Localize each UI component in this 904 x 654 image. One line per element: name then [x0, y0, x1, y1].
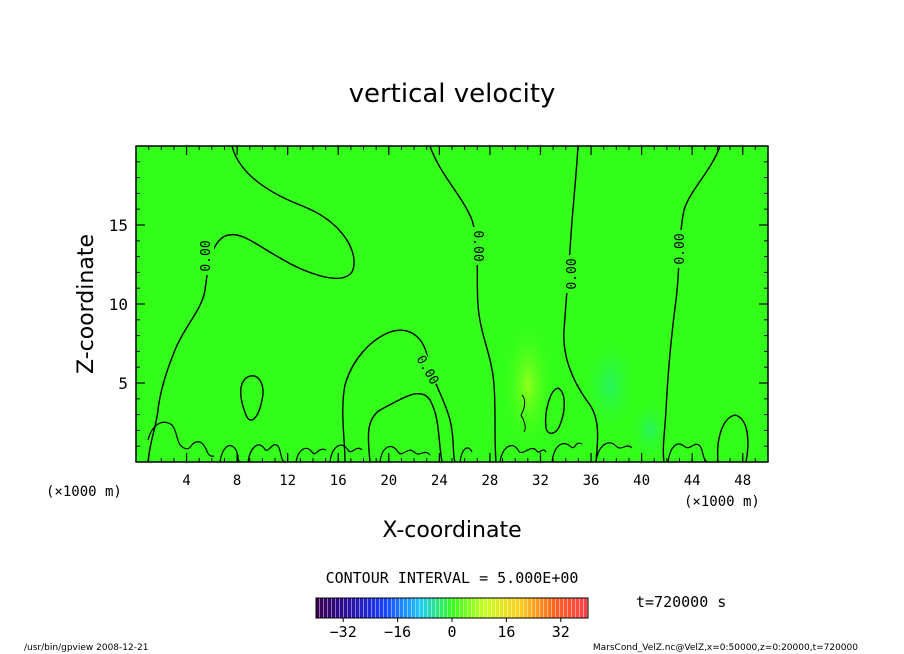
colorbar-tick-label: 32	[552, 623, 570, 641]
contour-line-10	[716, 414, 749, 463]
x-tick-label: 12	[279, 473, 296, 489]
x-tick-label: 24	[431, 473, 448, 489]
y-axis: 5 10 15	[109, 161, 768, 447]
contour-line-2	[429, 145, 497, 463]
x-tick-label: 44	[684, 473, 701, 489]
x-tick-label: 36	[583, 473, 600, 489]
contour-label-2: 0.00	[470, 230, 485, 261]
contour-line-1	[147, 145, 355, 463]
contour-noise	[147, 421, 709, 463]
positive-anomaly	[502, 320, 554, 450]
plot-area: 0.00 0.00 0.00 0.00 0.00	[135, 145, 769, 463]
contour-line-4	[662, 145, 721, 463]
contour-label-3: 0.00	[565, 258, 580, 289]
colorbar-tick-label: 16	[497, 623, 515, 641]
time-label: t=720000 s	[636, 593, 726, 611]
footer-left: /usr/bin/gpview 2008-12-21	[24, 643, 148, 653]
y-tick-label: 15	[109, 216, 128, 235]
contour-label-4: 0.00	[673, 233, 688, 264]
contour-line-7	[240, 375, 264, 421]
y-tick-label: 5	[118, 374, 128, 393]
x-tick-label: 20	[380, 473, 397, 489]
x-tick-label: 4	[182, 473, 190, 489]
contour-line-8	[544, 387, 565, 434]
x-tick-label: 8	[233, 473, 241, 489]
x-tick-label: 32	[532, 473, 549, 489]
colorbar: −32 −16 0 16 32	[315, 597, 589, 641]
x-tick-label: 48	[734, 473, 751, 489]
footer-right: MarsCond_VelZ.nc@VelZ,x=0:50000,z=0:2000…	[593, 643, 858, 653]
x-tick-label: 16	[330, 473, 347, 489]
x-unit-right: (×1000 m)	[684, 494, 760, 510]
contour-interval: CONTOUR INTERVAL = 5.000E+00	[326, 569, 579, 587]
colorbar-ticks: −32 −16 0 16 32	[330, 618, 570, 641]
x-unit-left: (×1000 m)	[46, 484, 122, 500]
contour-labels: 0.00 0.00 0.00 0.00 0.00	[196, 227, 688, 393]
colorbar-tick-label: −32	[330, 623, 357, 641]
colorbar-tick-label: −16	[384, 623, 411, 641]
colorbar-stripes	[316, 598, 588, 618]
contour-line-5	[342, 329, 456, 463]
contour-line-9	[520, 394, 526, 433]
x-tick-label: 40	[633, 473, 650, 489]
colorbar-tick-label: 0	[447, 623, 456, 641]
y-axis-label: Z-coordinate	[74, 234, 99, 374]
contour-line-6	[367, 393, 443, 463]
negative-anomaly	[580, 333, 640, 437]
y-tick-label: 10	[109, 295, 128, 314]
x-tick-label: 28	[481, 473, 498, 489]
contour-line-3	[563, 145, 599, 463]
x-axis-label: X-coordinate	[382, 518, 521, 543]
contour-lines	[147, 145, 749, 463]
negative-anomaly-2	[628, 398, 672, 462]
contour-label-1: 0.00	[199, 240, 214, 271]
chart-title: vertical velocity	[349, 79, 556, 109]
x-axis: 4 8 12 16 20 24 28 32 36 40 44 48	[148, 146, 756, 489]
field-background	[136, 146, 768, 462]
